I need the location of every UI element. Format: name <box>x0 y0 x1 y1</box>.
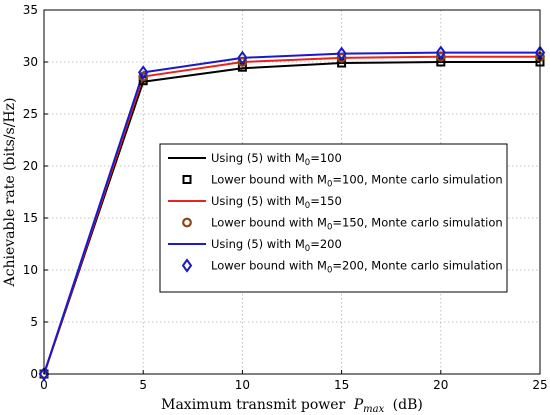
legend-entry: Using (5) with M0=100 <box>211 151 342 168</box>
legend-entry: Lower bound with M0=100, Monte carlo sim… <box>211 173 503 190</box>
y-tick-label: 5 <box>30 315 38 329</box>
x-axis-label: Maximum transmit power Pmax (dB) <box>161 397 423 415</box>
series-markers <box>38 45 546 382</box>
data-point-circle <box>138 71 149 82</box>
y-tick-label: 35 <box>23 3 38 17</box>
legend-entry-sub: 0 <box>327 223 332 233</box>
legend-entry-sub: 0 <box>327 266 332 276</box>
y-tick-label: 30 <box>23 55 38 69</box>
y-tick-label: 10 <box>23 263 38 277</box>
legend-marker-circle <box>182 217 192 228</box>
legend-entry-suffix: =150, Monte carlo simulation <box>332 216 502 230</box>
legend-entry: Using (5) with M0=150 <box>211 194 342 211</box>
legend-marker-diamond <box>181 258 193 273</box>
x-tick-label: 10 <box>235 378 250 392</box>
series-line-2 <box>43 55 540 375</box>
legend-entry-text: Lower bound with M <box>211 173 327 187</box>
data-point-circle <box>336 52 347 63</box>
legend-entry: Using (5) with M0=200 <box>211 237 342 254</box>
series-line-4 <box>43 51 540 375</box>
data-point-circle <box>237 57 248 67</box>
data-point-diamond <box>137 65 149 80</box>
y-tick-label: 20 <box>23 159 38 173</box>
data-point-circle <box>435 51 446 62</box>
legend-entry-sub: 0 <box>305 244 310 254</box>
axis-ticks: 0 5 10 15 20 25 0 5 10 15 20 25 30 35 <box>23 3 548 392</box>
plot-frame <box>43 9 541 375</box>
legend-entry-suffix: =150 <box>310 194 342 208</box>
x-tick-label: 0 <box>40 378 48 392</box>
series-line-0 <box>43 61 540 375</box>
y-tick-label: 0 <box>30 367 38 381</box>
y-tick-label: 15 <box>23 211 38 225</box>
legend-entry-suffix: =100 <box>310 151 342 165</box>
x-tick-label: 5 <box>139 378 147 392</box>
legend-entry-suffix: =200 <box>310 237 342 251</box>
x-tick-label: 15 <box>334 378 349 392</box>
legend-entry-sub: 0 <box>305 158 310 168</box>
legend-marker-square <box>182 175 192 184</box>
x-axis-label-symbol: P <box>353 397 364 413</box>
data-point-diamond <box>237 50 248 66</box>
legend-entry-text: Lower bound with M <box>211 259 327 273</box>
y-axis-label: Achievable rate (bits/s/Hz) <box>2 98 18 288</box>
legend-box <box>159 143 508 293</box>
data-point-diamond <box>38 366 50 382</box>
legend-entry-text: Using (5) with M <box>211 237 305 251</box>
legend-entry-suffix: =100, Monte carlo simulation <box>332 173 502 187</box>
legend-entry-suffix: =200, Monte carlo simulation <box>332 259 502 273</box>
legend-entry: Lower bound with M0=200, Monte carlo sim… <box>211 259 503 276</box>
series-lines <box>43 51 540 375</box>
legend-entry-sub: 0 <box>327 180 332 190</box>
x-tick-label: 20 <box>433 378 448 392</box>
data-point-diamond <box>336 46 347 61</box>
legend-entry-text: Using (5) with M <box>211 151 305 165</box>
legend-entry: Lower bound with M0=150, Monte carlo sim… <box>211 216 503 233</box>
x-axis-label-text: Maximum transmit power <box>161 397 345 413</box>
x-tick-label: 25 <box>532 378 547 392</box>
legend-entry-text: Using (5) with M <box>211 194 305 208</box>
data-point-diamond <box>435 45 447 60</box>
legend-entry-text: Lower bound with M <box>211 216 327 230</box>
y-tick-label: 25 <box>23 107 38 121</box>
x-axis-label-unit: (dB) <box>393 397 423 413</box>
legend-entry-sub: 0 <box>305 201 310 211</box>
x-axis-label-symbol-sub: max <box>363 404 384 415</box>
